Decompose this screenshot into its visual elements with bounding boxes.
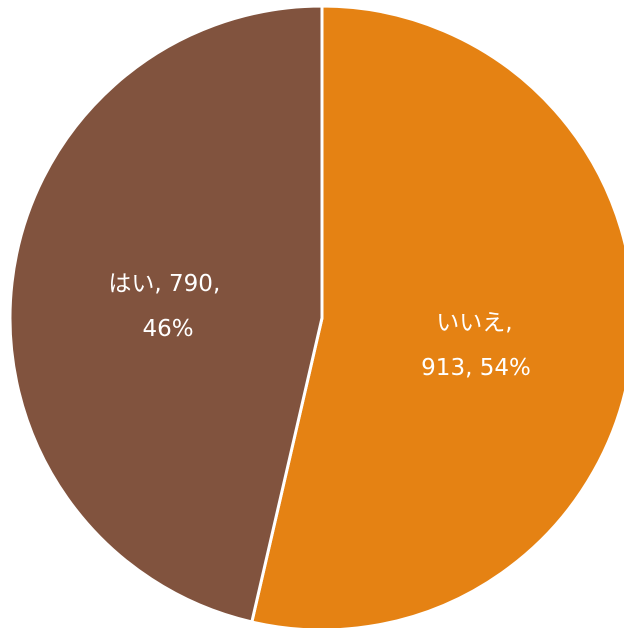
- slice-label-no-line2: 913, 54%: [421, 355, 531, 381]
- slice-label-no-line1: いいえ,: [436, 310, 512, 336]
- slice-label-no: いいえ, 913, 54%: [421, 310, 531, 381]
- slice-label-yes-line1: はい, 790,: [108, 271, 220, 297]
- slices-layer: [8, 4, 624, 628]
- slice-label-yes-line2: 46%: [142, 316, 193, 342]
- slice-no: [250, 4, 624, 628]
- labels-layer: いいえ, 913, 54% はい, 790, 46%: [108, 271, 530, 381]
- slice-yes: [8, 4, 324, 624]
- slice-label-yes: はい, 790, 46%: [108, 271, 227, 342]
